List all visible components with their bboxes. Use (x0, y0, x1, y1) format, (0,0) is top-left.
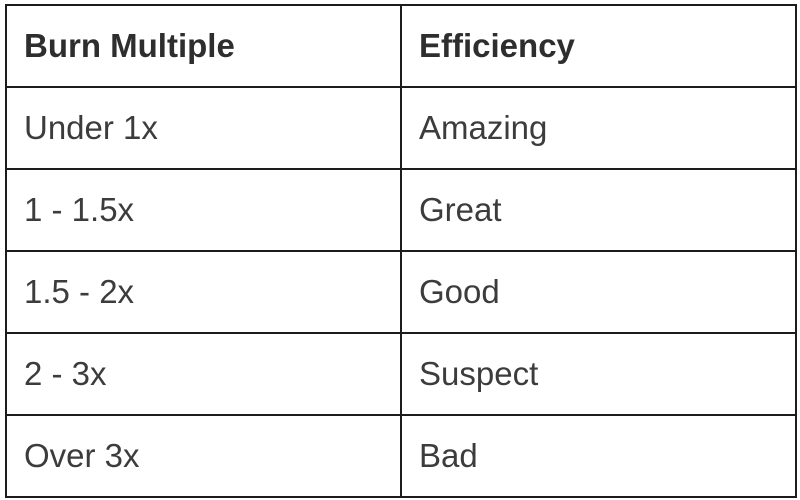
burn-multiple-cell: Over 3x (5, 414, 402, 498)
header-efficiency: Efficiency (400, 4, 797, 88)
table-row: Under 1x Amazing (5, 86, 797, 170)
burn-multiple-cell: 1.5 - 2x (5, 250, 402, 334)
burn-multiple-table-container: Burn Multiple Efficiency Under 1x Amazin… (5, 4, 797, 498)
burn-multiple-cell: Under 1x (5, 86, 402, 170)
efficiency-cell: Bad (400, 414, 797, 498)
table-row: 2 - 3x Suspect (5, 332, 797, 416)
table-row: 1 - 1.5x Great (5, 168, 797, 252)
efficiency-cell: Amazing (400, 86, 797, 170)
burn-multiple-cell: 2 - 3x (5, 332, 402, 416)
efficiency-cell: Good (400, 250, 797, 334)
efficiency-cell: Great (400, 168, 797, 252)
burn-multiple-table: Burn Multiple Efficiency Under 1x Amazin… (5, 4, 797, 498)
table-row: Over 3x Bad (5, 414, 797, 498)
header-burn-multiple: Burn Multiple (5, 4, 402, 88)
burn-multiple-cell: 1 - 1.5x (5, 168, 402, 252)
efficiency-cell: Suspect (400, 332, 797, 416)
table-header-row: Burn Multiple Efficiency (5, 4, 797, 88)
table-row: 1.5 - 2x Good (5, 250, 797, 334)
